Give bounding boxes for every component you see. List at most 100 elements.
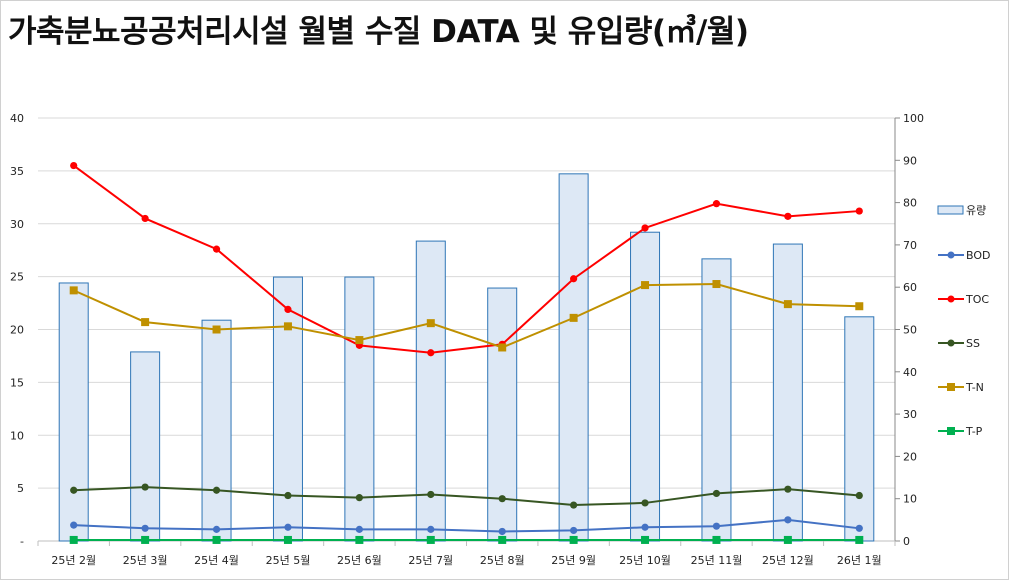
point-SS (70, 486, 78, 494)
x-tick-label: 25년 10월 (619, 554, 671, 567)
line-BOD (73, 518, 860, 533)
left-tick-label: 15 (10, 376, 24, 389)
point-T-P (712, 535, 721, 544)
point-T-P (641, 535, 650, 544)
x-tick-label: 25년 12월 (762, 554, 814, 567)
point-SS (712, 489, 721, 498)
bar-유량 (201, 319, 232, 542)
left-tick-label: 5 (17, 482, 24, 495)
right-tick-label: 10 (903, 493, 917, 506)
point-BOD (712, 522, 721, 530)
x-tick-label: 25년 9월 (551, 554, 596, 567)
x-tick-label: 25년 5월 (266, 554, 311, 567)
point-T-P (69, 535, 78, 544)
legend-label: SS (966, 337, 980, 350)
legend-label: BOD (966, 249, 990, 262)
right-tick-label: 80 (903, 197, 917, 210)
bar-유량 (844, 316, 875, 542)
bar-유량 (344, 276, 375, 542)
point-SS (355, 494, 363, 502)
point-T-P (498, 535, 507, 544)
point-BOD (570, 526, 578, 535)
x-tick-label: 25년 6월 (337, 554, 382, 567)
point-SS (641, 499, 649, 507)
point-BOD (855, 524, 863, 532)
bar-유량 (272, 276, 303, 542)
right-tick-label: 30 (903, 408, 917, 421)
left-tick-label: 40 (10, 112, 24, 125)
left-tick-label: 35 (10, 165, 24, 178)
point-T-N (426, 319, 435, 328)
right-tick-label: 20 (903, 450, 917, 463)
line-SS (73, 486, 860, 507)
legend-label: 유량 (966, 204, 986, 217)
right-tick-label: 60 (903, 281, 917, 294)
point-T-N (212, 325, 221, 334)
point-T-P (355, 535, 364, 544)
bar-유량 (487, 287, 518, 542)
right-tick-label: 50 (903, 324, 917, 337)
point-SS (212, 486, 221, 494)
left-tick-label: - (20, 535, 24, 548)
point-BOD (427, 525, 435, 533)
x-tick-label: 25년 7월 (408, 554, 453, 567)
point-BOD (498, 527, 506, 536)
point-BOD (284, 523, 292, 531)
left-tick-label: 25 (10, 271, 24, 284)
legend-label: T-P (965, 425, 983, 438)
point-T-P (212, 535, 221, 544)
point-T-P (141, 535, 150, 544)
x-tick-label: 25년 11월 (691, 554, 743, 567)
point-SS (570, 501, 578, 509)
legend-marker-SS (947, 339, 955, 347)
right-tick-label: 100 (903, 112, 924, 125)
line-TOC (73, 164, 860, 354)
bar-유량 (772, 243, 803, 542)
left-tick-label: 20 (10, 324, 24, 337)
point-TOC (141, 214, 149, 223)
left-tick-label: 30 (10, 218, 24, 231)
legend-marker-T-N (947, 383, 955, 391)
bar-유량 (701, 258, 732, 542)
point-T-N (283, 322, 292, 331)
point-BOD (641, 523, 649, 531)
right-tick-label: 70 (903, 239, 917, 252)
chart-title: 가축분뇨공공처리시설 월별 수질 DATA 및 유입량(㎥/월) (8, 14, 749, 50)
left-tick-label: 10 (10, 429, 24, 442)
point-T-N (855, 302, 864, 311)
point-TOC (212, 245, 221, 253)
point-SS (498, 495, 506, 503)
point-TOC (784, 212, 792, 220)
point-T-N (712, 280, 721, 289)
point-T-P (855, 535, 864, 544)
legend-marker-TOC (947, 295, 955, 303)
x-tick-label: 25년 8월 (480, 554, 525, 567)
bar-유량 (558, 173, 589, 542)
point-SS (855, 491, 863, 500)
x-tick-label: 25년 3월 (123, 554, 168, 567)
point-T-N (569, 313, 578, 322)
point-TOC (570, 275, 578, 283)
point-T-N (69, 286, 78, 295)
point-BOD (212, 525, 221, 533)
right-tick-label: 40 (903, 366, 917, 379)
point-TOC (712, 200, 721, 208)
right-tick-label: 90 (903, 154, 917, 167)
point-T-P (426, 535, 435, 544)
point-BOD (70, 521, 78, 529)
legend-swatch-유량 (937, 205, 964, 215)
point-TOC (855, 207, 863, 215)
point-TOC (70, 161, 78, 170)
bar-유량 (130, 351, 161, 542)
point-T-P (283, 535, 292, 544)
point-BOD (784, 516, 792, 524)
point-TOC (284, 305, 292, 314)
point-T-N (783, 300, 792, 309)
point-T-N (141, 318, 150, 327)
point-T-N (641, 281, 650, 290)
x-tick-label: 26년 1월 (837, 554, 882, 567)
point-SS (141, 483, 149, 491)
bar-유량 (630, 231, 661, 542)
point-T-N (355, 336, 364, 345)
